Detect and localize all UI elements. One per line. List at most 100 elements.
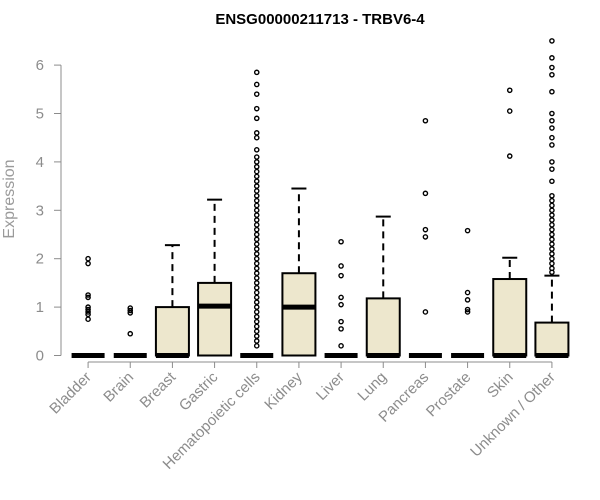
outlier-point (253, 81, 260, 88)
outlier-point (253, 207, 260, 214)
outlier-point (253, 284, 260, 291)
outlier-point (253, 289, 260, 296)
outlier-point (549, 142, 555, 148)
y-tick-label: 6 (36, 57, 44, 74)
outlier-point (549, 166, 555, 172)
outlier-point (253, 159, 260, 165)
outlier-point (549, 38, 555, 44)
outlier-point (253, 168, 260, 175)
outlier-point (253, 236, 260, 243)
outlier-point (464, 306, 471, 313)
outlier-point (253, 251, 260, 257)
box-group-kidney (281, 187, 317, 357)
outlier-point (338, 343, 344, 349)
outlier-point (422, 117, 429, 124)
outlier-point (253, 323, 260, 330)
outlier-point (338, 326, 344, 332)
box-body (534, 321, 570, 357)
outlier-point (549, 217, 555, 223)
outlier-point (549, 197, 555, 204)
outlier-point (253, 280, 260, 286)
outlier-point (253, 183, 260, 189)
outlier-point (338, 318, 344, 325)
outlier-point (338, 263, 344, 269)
outlier-point (253, 163, 260, 170)
y-tick-label: 0 (36, 348, 44, 365)
outlier-point (549, 64, 555, 71)
outlier-point (464, 309, 471, 315)
outlier-point (253, 299, 260, 306)
outlier-point (253, 105, 260, 112)
outlier-point (549, 241, 555, 247)
outlier-point (253, 91, 260, 97)
outlier-point (253, 115, 260, 122)
outlier-point (253, 309, 260, 315)
outlier-point (253, 338, 260, 344)
outlier-point (549, 226, 555, 233)
outlier-point (253, 134, 260, 141)
outlier-point (253, 173, 260, 180)
box-group-skin (492, 87, 528, 358)
x-tick-label: Brain (100, 369, 137, 406)
outlier-point (549, 159, 555, 165)
outlier-point (549, 212, 555, 218)
outlier-point (506, 153, 513, 159)
box-group-bladder (71, 255, 105, 358)
box-series (71, 38, 570, 358)
outlier-point (253, 202, 260, 209)
box-group-liver (324, 238, 358, 358)
outlier-point (253, 265, 260, 272)
outlier-point (127, 310, 134, 316)
y-tick-label: 5 (36, 106, 44, 123)
outlier-point (253, 192, 260, 199)
outlier-point (549, 55, 555, 61)
chart-title: ENSG00000211713 - TRBV6-4 (215, 11, 425, 28)
outlier-point (422, 190, 429, 197)
outlier-point (464, 227, 471, 234)
outlier-point (253, 226, 260, 233)
outlier-point (253, 197, 260, 204)
outlier-point (338, 294, 344, 301)
outlier-point (253, 313, 260, 320)
outlier-point (549, 222, 555, 228)
outlier-point (85, 260, 91, 267)
outlier-point (338, 272, 344, 279)
outlier-point (506, 108, 513, 114)
outlier-point (422, 226, 429, 233)
outlier-point (549, 125, 555, 131)
y-tick-label: 2 (36, 251, 44, 268)
outlier-point (253, 333, 260, 339)
outlier-point (464, 289, 471, 296)
box-body (492, 278, 528, 357)
outlier-point (85, 294, 91, 301)
outlier-point (338, 238, 344, 245)
box-group-prostate (451, 227, 485, 358)
outlier-point (549, 269, 555, 276)
outlier-point (549, 207, 555, 214)
outlier-point (422, 309, 429, 315)
outlier-point (549, 192, 555, 199)
y-axis-label: Expression (1, 159, 18, 238)
outlier-point (253, 255, 260, 262)
outlier-point (253, 178, 260, 185)
x-tick-label: Breast (137, 368, 180, 411)
outlier-point (549, 71, 555, 78)
outlier-point (253, 328, 260, 335)
outlier-point (253, 212, 260, 218)
outlier-point (127, 307, 134, 314)
box-body (281, 272, 317, 357)
outlier-point (549, 246, 555, 252)
outlier-point (253, 246, 260, 252)
outlier-point (549, 202, 555, 209)
outlier-point (253, 260, 260, 267)
outlier-point (253, 130, 260, 136)
box-group-brain (113, 305, 147, 358)
outlier-point (253, 343, 260, 349)
x-tick-label: Kidney (261, 368, 306, 413)
outlier-point (253, 154, 260, 160)
outlier-point (422, 234, 429, 240)
outlier-point (253, 318, 260, 325)
x-tick-label: Prostate (423, 369, 475, 421)
outlier-point (549, 117, 555, 124)
